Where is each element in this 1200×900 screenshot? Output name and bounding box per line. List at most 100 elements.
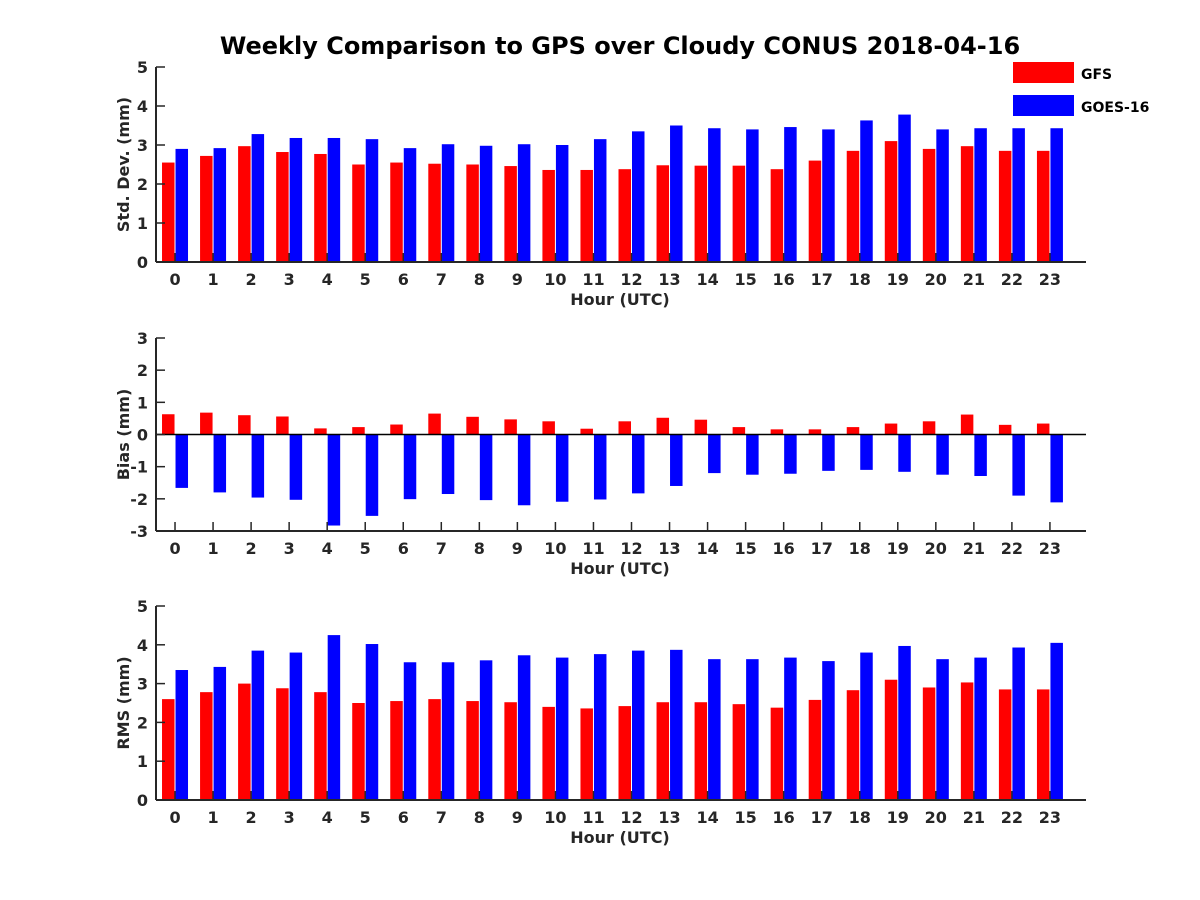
bar-gfs-hour-20 [922,421,936,435]
y-tick-label: 3 [137,136,148,155]
legend: GFS GOES-16 [1013,62,1149,116]
bar-goes-16-hour-12 [632,650,645,800]
x-tick-label: 17 [811,270,833,289]
bar-gfs-hour-5 [352,427,365,435]
bar-gfs-hour-2 [238,683,251,800]
x-tick-label: 8 [474,539,485,558]
x-tick-label: 23 [1039,808,1061,827]
bar-goes-16-hour-15 [746,434,759,475]
bar-gfs-hour-2 [238,415,251,435]
x-tick-label: 10 [544,270,566,289]
bar-gfs-hour-22 [998,150,1012,262]
bar-gfs-hour-10 [542,706,555,800]
x-axis-label: Hour (UTC) [570,559,670,578]
bar-gfs-hour-6 [390,424,403,435]
bar-gfs-hour-21 [960,682,974,800]
bar-gfs-hour-6 [390,162,403,262]
bar-gfs-hour-14 [694,165,708,262]
bar-goes-16-hour-23 [1050,434,1063,503]
bar-gfs-hour-9 [504,166,517,262]
bar-goes-16-hour-11 [593,434,607,500]
bar-goes-16-hour-20 [936,659,949,800]
bar-goes-16-hour-13 [670,434,683,486]
x-tick-label: 17 [811,539,833,558]
x-tick-label: 8 [474,808,485,827]
bar-goes-16-hour-5 [365,139,379,262]
x-tick-label: 12 [620,270,642,289]
x-tick-label: 20 [925,539,947,558]
bar-goes-16-hour-13 [670,649,683,800]
x-tick-label: 14 [696,808,718,827]
bar-goes-16-hour-18 [860,434,873,470]
x-axis-label: Hour (UTC) [570,828,670,847]
x-tick-label: 21 [963,539,985,558]
y-tick-label: 1 [137,393,148,412]
x-tick-label: 7 [436,539,447,558]
x-tick-label: 1 [207,808,218,827]
bar-goes-16-hour-17 [822,661,835,800]
bar-goes-16-hour-22 [1012,128,1025,262]
x-tick-label: 13 [658,270,680,289]
bar-gfs-hour-17 [808,429,822,435]
x-tick-label: 11 [582,539,604,558]
bar-gfs-hour-20 [922,687,936,800]
x-tick-label: 15 [734,808,756,827]
y-axis-label: Std. Dev. (mm) [114,97,133,232]
bar-goes-16-hour-23 [1050,128,1063,262]
bar-gfs-hour-18 [846,427,860,435]
x-tick-label: 2 [246,539,257,558]
bar-goes-16-hour-9 [517,655,531,800]
y-tick-label: 5 [137,597,148,616]
bar-gfs-hour-12 [618,169,631,262]
bar-gfs-hour-18 [846,690,860,800]
bar-goes-16-hour-3 [289,652,303,800]
x-tick-label: 12 [620,539,642,558]
bar-goes-16-hour-12 [632,434,645,494]
x-tick-label: 16 [773,539,795,558]
bar-gfs-hour-3 [276,152,289,262]
bar-goes-16-hour-1 [213,434,227,493]
bar-goes-16-hour-9 [517,434,531,506]
bar-goes-16-hour-23 [1050,642,1063,800]
x-tick-label: 7 [436,270,447,289]
bar-gfs-hour-11 [580,169,593,262]
x-tick-label: 19 [887,270,909,289]
x-tick-label: 6 [398,539,409,558]
bar-goes-16-hour-20 [936,434,949,475]
bar-gfs-hour-3 [276,688,289,800]
bar-goes-16-hour-8 [479,434,493,501]
bar-gfs-hour-17 [808,699,822,800]
bar-goes-16-hour-2 [251,434,265,498]
y-tick-label: 5 [137,58,148,77]
bar-gfs-hour-15 [732,704,746,800]
legend-swatch-goes-16 [1013,95,1074,116]
bar-goes-16-hour-18 [860,120,873,263]
x-tick-label: 11 [582,270,604,289]
x-tick-label: 5 [360,808,371,827]
x-tick-label: 9 [512,539,523,558]
bar-goes-16-hour-14 [708,128,721,262]
x-tick-label: 18 [849,270,871,289]
bar-goes-16-hour-12 [632,131,645,262]
bar-goes-16-hour-0 [175,434,189,488]
y-tick-label: -3 [130,522,148,541]
y-tick-label: -1 [130,458,148,477]
bar-gfs-hour-23 [1036,150,1050,262]
bar-gfs-hour-22 [998,689,1012,800]
bar-gfs-hour-8 [466,416,479,435]
bar-goes-16-hour-4 [327,635,341,800]
x-tick-label: 0 [169,270,180,289]
bar-goes-16-hour-16 [784,127,797,262]
bar-gfs-hour-16 [770,429,784,435]
x-tick-label: 0 [169,808,180,827]
bar-goes-16-hour-19 [898,114,911,262]
bar-goes-16-hour-21 [974,128,987,262]
x-tick-label: 14 [696,270,718,289]
y-tick-label: 0 [137,791,148,810]
x-tick-label: 20 [925,808,947,827]
x-tick-label: 3 [284,539,295,558]
x-tick-label: 19 [887,539,909,558]
